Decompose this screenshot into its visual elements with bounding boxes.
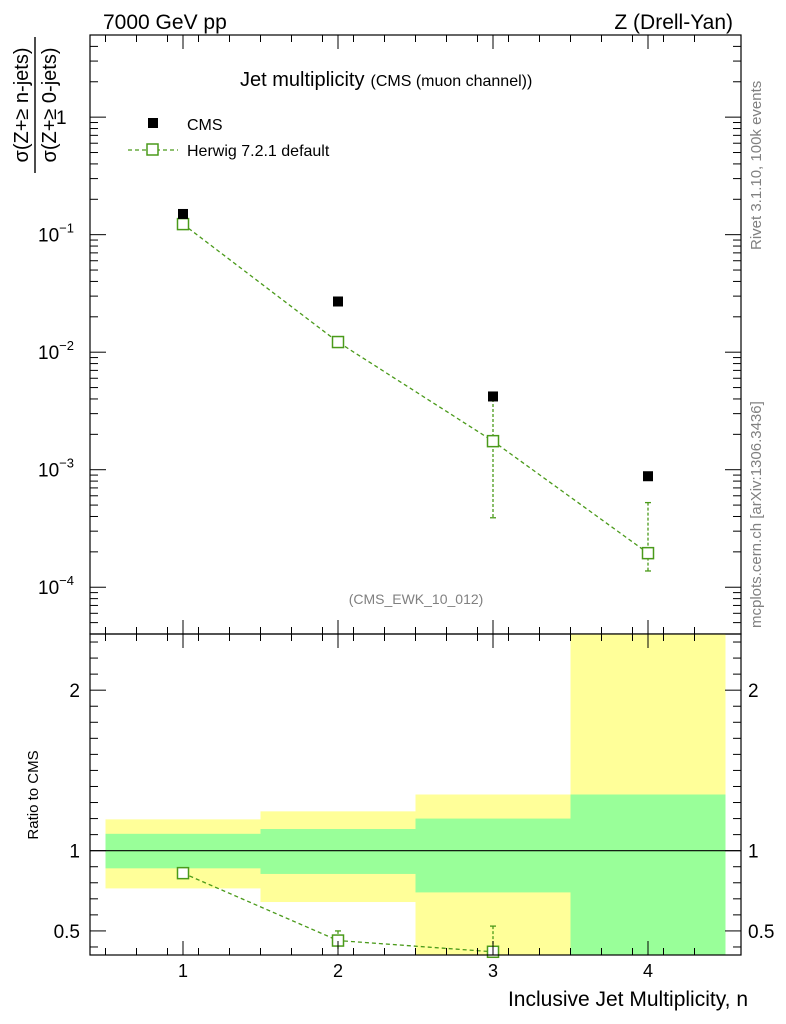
legend-cms-label: CMS	[187, 117, 223, 134]
x-tick-labels: 1 2 3 4	[178, 961, 653, 981]
ratio-y-tick-label-left: 0.5	[54, 922, 80, 943]
green-band	[570, 794, 726, 955]
top-axis-ticks	[90, 34, 741, 635]
ratio-y-tick-label-right: 1	[748, 842, 759, 863]
rivet-label: Rivet 3.1.10, 100k events	[748, 81, 765, 250]
ratio-y-tick-label-left: 2	[69, 681, 80, 702]
ratio-y-tick-label-left: 1	[69, 842, 80, 863]
ratio-y-axis-label: Ratio to CMS	[25, 750, 42, 839]
y-label-denominator: σ(Z+≥ 0-jets)	[39, 48, 61, 163]
y-tick-exponent: −3	[59, 456, 74, 471]
y-tick-label: 1	[56, 108, 67, 129]
y-tick-label: 10−2	[38, 338, 74, 364]
y-tick-base: 1	[56, 108, 67, 129]
green-band	[415, 818, 571, 893]
cms-point	[643, 471, 653, 482]
top-y-tick-labels: 10−410−310−210−11	[38, 108, 74, 599]
top-y-axis-label: σ(Z+≥ n-jets) σ(Z+≥ 0-jets)	[11, 37, 61, 173]
ratio-y-tick-labels: 0.5 0.5 1 1 2 2	[54, 681, 775, 943]
cms-point	[178, 208, 188, 219]
herwig-point	[331, 335, 345, 349]
process-label: Z (Drell-Yan)	[614, 11, 733, 34]
y-tick-exponent: −4	[59, 573, 74, 588]
x-tick-label: 1	[178, 961, 188, 981]
legend-herwig-label: Herwig 7.2.1 default	[187, 143, 330, 160]
main-plot-panel: 10−410−310−210−11 Jet multiplicity (CMS (…	[11, 34, 742, 635]
x-tick-label: 3	[488, 961, 498, 981]
herwig-point	[486, 434, 500, 448]
legend: CMS Herwig 7.2.1 default	[128, 117, 330, 160]
x-tick-label: 4	[643, 961, 653, 981]
y-tick-base: 10	[38, 343, 59, 364]
y-tick-exponent: −1	[59, 221, 74, 236]
ratio-y-tick-label-right: 2	[748, 681, 759, 702]
y-tick-exponent: −2	[59, 338, 74, 353]
herwig-point	[641, 546, 655, 560]
y-tick-label: 10−4	[38, 573, 74, 599]
legend-herwig-marker	[146, 143, 159, 156]
y-tick-label: 10−3	[38, 456, 74, 482]
legend-cms-marker	[148, 118, 158, 128]
cms-point	[333, 296, 343, 307]
x-axis-label: Inclusive Jet Multiplicity, n	[508, 988, 748, 1011]
y-tick-base: 10	[38, 578, 59, 599]
y-tick-label: 10−1	[38, 221, 74, 247]
ratio-plot-panel: 0.5 0.5 1 1 2 2 1 2 3 4 Ratio to CMS Inclusive J…	[25, 633, 775, 1011]
analysis-id: (CMS_EWK_10_012)	[349, 591, 484, 607]
y-tick-base: 10	[38, 461, 59, 482]
y-tick-base: 10	[38, 226, 59, 247]
ratio-axis-ticks	[90, 634, 741, 955]
herwig-point	[176, 217, 190, 231]
plot-title: Jet multiplicity (CMS (muon channel))	[240, 69, 532, 91]
mcplots-label: mcplots.cern.ch [arXiv:1306.3436]	[748, 401, 765, 628]
ratio-point	[176, 866, 190, 880]
y-label-numerator: σ(Z+≥ n-jets)	[11, 48, 33, 163]
green-band	[260, 829, 416, 874]
x-tick-label: 2	[333, 961, 343, 981]
herwig-line	[182, 223, 649, 554]
cms-point	[488, 391, 498, 402]
ratio-y-tick-label-right: 0.5	[748, 922, 774, 943]
top-data-series	[176, 208, 655, 572]
energy-label: 7000 GeV pp	[103, 11, 227, 34]
ratio-uncertainty-bands	[105, 634, 726, 955]
